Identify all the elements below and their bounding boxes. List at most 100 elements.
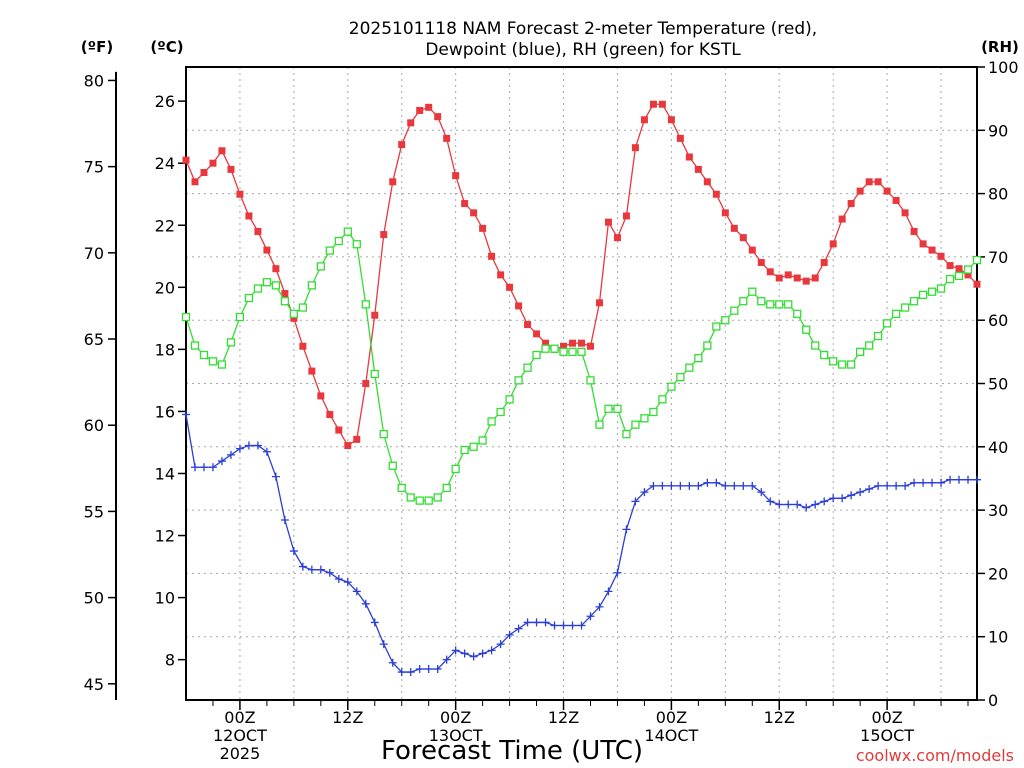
rh-point [469,442,478,451]
dewpoint-point [253,441,262,450]
rh-tick-label: 0 [988,691,998,710]
x-tick-label: 12Z [332,708,363,727]
rh-point [972,255,982,265]
series-group [181,100,982,677]
rh-point [397,483,406,493]
celsius-tick-label: 10 [155,589,175,608]
rh-point [226,338,236,347]
rh-point [829,357,838,366]
dewpoint-point [361,599,370,608]
rh-point [739,297,748,306]
temperature-point [847,200,855,208]
temperature-point [919,240,927,248]
dewpoint-point [883,481,892,490]
temperature-point [308,367,316,375]
temperature-point [694,165,702,173]
temperature-point [865,178,873,186]
rh-point [873,331,883,341]
dewpoint-point [946,475,955,484]
rh-point [289,309,299,319]
dewpoint-point [190,463,199,472]
rh-point [253,284,263,293]
dewpoint-point [271,472,280,481]
dewpoint-point [595,602,604,611]
temperature-point [353,435,361,443]
rh-point [370,369,379,379]
rh-point [748,287,757,296]
temperature-point [281,290,289,298]
tick-labels: 8 10 12 14 16 18 20 22 24 26 45 50 55 60 65 70 75 80 0 10 20… [84,58,1019,763]
x-tick-label: 00Z [656,708,687,727]
temperature-point [317,392,325,400]
dewpoint-point [676,481,685,490]
rh-point [325,246,334,255]
rh-point [343,227,352,236]
rh-tick-label: 60 [988,311,1008,330]
rh-point [415,496,424,505]
dewpoint-point [280,516,289,525]
temperature-point [604,218,612,226]
rh-point [523,363,532,372]
dewpoint-point [370,618,379,627]
temperature-point [461,200,469,208]
temperature-point [524,321,532,329]
temperature-point [703,178,711,186]
temperature-point [946,262,954,270]
temperature-point [640,116,648,124]
rh-point [793,309,802,319]
rh-line [185,230,978,502]
rh-point [478,436,487,445]
temperature-point [371,311,379,319]
dewpoint-point [262,447,271,456]
temperature-point [937,252,945,260]
temperature-point [407,119,415,127]
rh-point [667,382,676,391]
dewpoint-point [460,649,469,658]
dewpoint-point [568,621,577,630]
rh-point [568,347,577,357]
dewpoint-point [451,646,460,655]
dewpoint-point [694,481,703,490]
dewpoint-point [469,652,478,661]
temperature-point [452,172,460,180]
temperature-point [299,342,307,350]
rh-point [766,300,775,309]
celsius-tick-label: 26 [155,92,175,111]
dewpoint-point [496,640,505,649]
temperature-point [973,280,981,288]
x-tick-label: 14OCT [644,726,698,745]
temperature-point [892,196,900,204]
temperature-point [533,330,541,338]
temperature-point [748,246,756,254]
temperature-point [209,159,217,167]
dewpoint-point [550,621,559,630]
temperature-point [569,339,577,347]
fahrenheit-tick-label: 60 [84,416,104,435]
dewpoint-point [829,494,838,503]
temperature-point [416,106,424,114]
temperature-point [874,178,882,186]
dewpoint-point [406,668,415,677]
dewpoint-point [577,621,586,630]
dewpoint-point [559,621,568,630]
rh-point [649,407,658,417]
rh-point [838,360,847,369]
temperature-point [838,215,846,223]
dewpoint-point [919,478,928,487]
dewpoint-point [874,481,883,490]
rh-point [424,496,433,505]
temperature-point [829,240,837,248]
dewpoint-point [217,457,226,466]
dewpoint-point [757,488,766,497]
chart-title-line-2: Dewpoint (blue), RH (green) for KSTL [425,40,741,60]
temperature-point [434,113,442,121]
x-tick-label: 15OCT [860,726,914,745]
rh-point [586,376,595,385]
rh-tick-label: 90 [988,121,1008,140]
rh-tick-label: 40 [988,438,1008,457]
temperature-point [191,178,199,186]
temperature-point [730,224,738,232]
dewpoint-point [820,497,829,506]
rh-point [433,493,442,502]
